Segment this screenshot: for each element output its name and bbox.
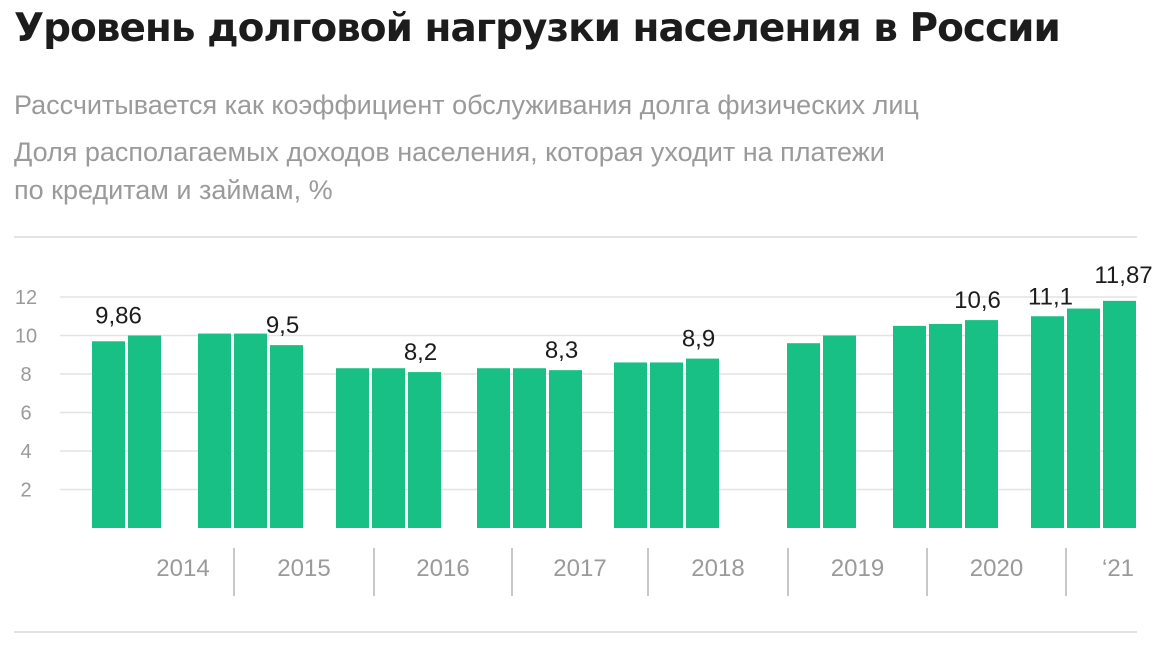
data-label: 8,2 — [404, 339, 437, 366]
data-label: 11,1 — [1028, 283, 1073, 310]
bar — [1103, 300, 1136, 528]
bar — [234, 333, 267, 528]
x-axis-label: 2015 — [277, 555, 330, 582]
x-axis-label: 2016 — [416, 555, 469, 582]
chart-subtitle-method: Рассчитывается как коэффициент обслужива… — [14, 90, 919, 120]
bar — [549, 370, 582, 528]
y-tick-label: 12 — [15, 287, 37, 309]
data-label: 9,86 — [95, 303, 142, 330]
y-tick-label: 10 — [15, 326, 37, 348]
data-label: 8,3 — [545, 337, 578, 364]
bar — [477, 368, 510, 528]
bar — [686, 358, 719, 528]
y-tick-label: 2 — [20, 480, 31, 502]
data-label: 11,87 — [1094, 262, 1152, 289]
chart-subtitle-definition-line1: Доля располагаемых доходов населения, ко… — [14, 137, 885, 167]
data-label: 8,9 — [682, 326, 715, 353]
data-labels: 9,86 9,5 8,2 8,3 8,9 10,6 11,1 11,87 — [95, 262, 1153, 366]
bar — [270, 345, 303, 528]
bottom-divider — [14, 631, 1137, 633]
bar — [1067, 308, 1100, 528]
bar — [787, 343, 820, 528]
x-axis-label: 2019 — [831, 555, 884, 582]
x-axis-label: ‘21 — [1102, 555, 1134, 582]
bar — [513, 368, 546, 528]
bars — [92, 300, 1136, 528]
bar — [965, 320, 998, 528]
bar — [614, 362, 647, 528]
y-tick-label: 4 — [20, 441, 31, 463]
bar — [650, 362, 683, 528]
x-axis-label: 2018 — [691, 555, 744, 582]
bar — [408, 372, 441, 528]
bar — [128, 335, 161, 528]
y-tick-label: 8 — [20, 364, 31, 386]
x-axis-label: 2014 — [156, 555, 209, 582]
x-axis-label: 2020 — [970, 555, 1023, 582]
chart-title: Уровень долговой нагрузки населения в Ро… — [14, 6, 1061, 51]
y-axis-ticks: 2 4 6 8 10 12 — [15, 287, 37, 502]
bar — [929, 323, 962, 528]
x-axis: 2014 2015 2016 2017 2018 2019 2020 ‘21 — [156, 548, 1134, 596]
bar — [92, 341, 125, 528]
top-divider — [14, 236, 1137, 238]
data-label: 9,5 — [266, 312, 299, 339]
bar — [893, 325, 926, 528]
chart-subtitle-definition-line2: по кредитам и займам, % — [14, 175, 333, 205]
bar — [372, 368, 405, 528]
y-tick-label: 6 — [20, 403, 31, 425]
bar — [1031, 316, 1064, 528]
data-label: 10,6 — [954, 287, 1001, 314]
bar — [336, 368, 369, 528]
x-axis-label: 2017 — [553, 555, 606, 582]
bar — [823, 335, 856, 528]
bar — [198, 333, 231, 528]
